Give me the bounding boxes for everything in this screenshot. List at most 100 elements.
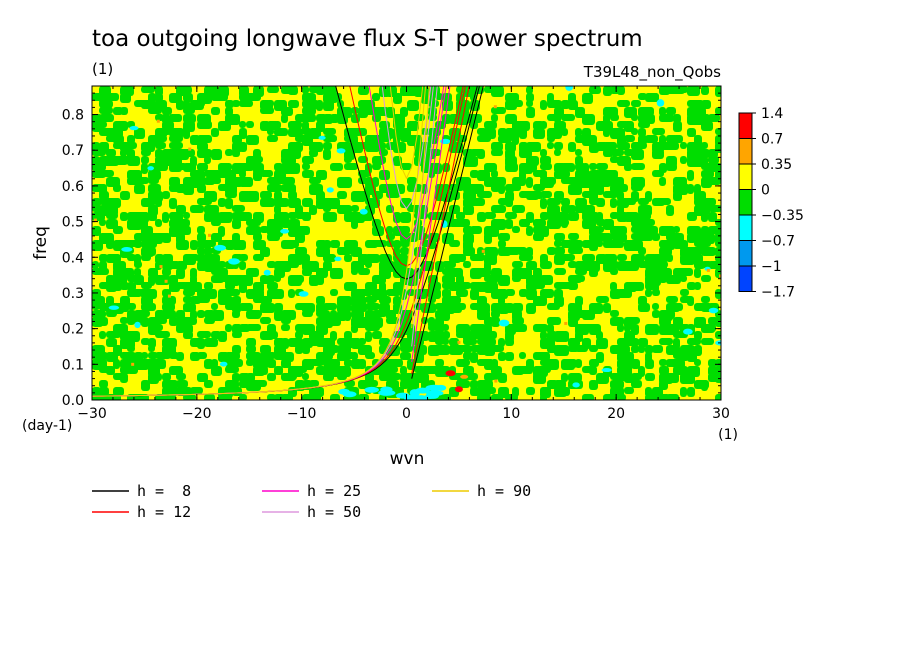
field-cell [197, 163, 208, 171]
field-low-spot [334, 256, 342, 262]
field-cell [274, 310, 283, 321]
field-cell [512, 317, 524, 325]
field-cell [652, 394, 659, 400]
y-axis: 0.0 0.1 0.2 0.3 0.4 0.5 0.6 0.7 0.8 [62, 92, 721, 409]
field-cell [302, 170, 314, 178]
field-cell [281, 317, 291, 324]
field-cell [239, 163, 254, 171]
field-cell [596, 373, 609, 384]
y-tick-label: 0.8 [62, 108, 84, 124]
field-cell [526, 303, 536, 314]
field-cell [239, 177, 253, 187]
field-cell [232, 310, 240, 318]
field-cell [288, 240, 299, 248]
field-cell [99, 121, 107, 128]
field-cell [197, 373, 208, 382]
field-cell [260, 226, 269, 233]
field-cell [267, 233, 280, 241]
field-cell [687, 233, 696, 243]
field-cell [232, 149, 240, 157]
field-cell [344, 254, 352, 262]
field-cell [302, 373, 309, 380]
field-cell [183, 289, 195, 296]
field-cell [127, 254, 136, 261]
field-cell [197, 331, 211, 338]
field-cell [379, 338, 390, 346]
field-cell [470, 114, 482, 123]
field-cell [547, 135, 555, 142]
field-cell [134, 268, 141, 277]
field-cell [113, 387, 124, 396]
field-cell [484, 233, 492, 244]
field-cell [204, 205, 219, 214]
field-cell [484, 380, 493, 389]
field-cell [505, 338, 514, 346]
field-cell [372, 331, 382, 339]
field-cell [330, 394, 340, 400]
field-cell [687, 170, 694, 181]
field-cell [155, 219, 162, 227]
field-cell [470, 198, 485, 206]
field-cell [561, 387, 570, 396]
field-cell [561, 128, 568, 136]
field-cell [141, 156, 149, 164]
field-cell [127, 366, 138, 374]
field-cell [316, 100, 323, 111]
field-cell [323, 86, 337, 95]
field-low-spot [498, 319, 510, 327]
field-cell [393, 121, 405, 129]
field-cell [680, 373, 695, 384]
field-high-spot [131, 362, 135, 366]
field-cell [120, 373, 128, 383]
field-cell [575, 345, 588, 352]
x-axis: −30 −20 −10 0 10 20 30 [77, 86, 730, 422]
field-cell [631, 184, 643, 191]
field-cell [274, 366, 283, 375]
field-cell [568, 317, 578, 327]
field-cell [106, 310, 117, 317]
field-cell [274, 198, 289, 207]
field-cell [246, 373, 255, 382]
field-cell [519, 128, 527, 139]
field-cell [372, 114, 381, 122]
field-high-spot [156, 119, 160, 123]
field-cell [372, 310, 387, 317]
field-cell [407, 100, 419, 111]
field-cell [687, 184, 694, 194]
field-cell [435, 338, 444, 345]
field-cell [204, 121, 212, 128]
field-cell [113, 135, 124, 144]
dispersion-curve [411, 86, 484, 379]
field-cell [176, 324, 185, 333]
colorbar-swatch [738, 112, 753, 139]
y-tick-label: 0.5 [62, 215, 84, 231]
field-cell [463, 338, 477, 345]
field-cell [554, 317, 561, 325]
field-cell [155, 135, 167, 142]
field-cell [708, 156, 719, 164]
field-low-spot [403, 395, 418, 400]
field-cell [141, 303, 156, 311]
field-cell [561, 100, 570, 109]
field-cell [127, 345, 135, 352]
field-cell [498, 219, 506, 229]
field-cell [484, 121, 497, 129]
field-cell [596, 331, 603, 340]
field-cell [239, 121, 246, 128]
field-cell [267, 261, 276, 268]
field-cell [267, 373, 276, 381]
field-cell [120, 282, 129, 290]
field-cell [197, 100, 205, 107]
field-cell [624, 387, 634, 394]
field-cell [694, 268, 701, 278]
field-cell [687, 212, 697, 221]
field-cell [267, 359, 276, 368]
field-cell [344, 282, 357, 291]
field-cell [176, 226, 191, 235]
field-cell [610, 282, 617, 291]
field-cell [442, 331, 450, 339]
field-cell [302, 163, 310, 170]
field-cell [386, 317, 399, 324]
colorbar-swatch [738, 138, 753, 165]
field-cell [106, 240, 114, 249]
